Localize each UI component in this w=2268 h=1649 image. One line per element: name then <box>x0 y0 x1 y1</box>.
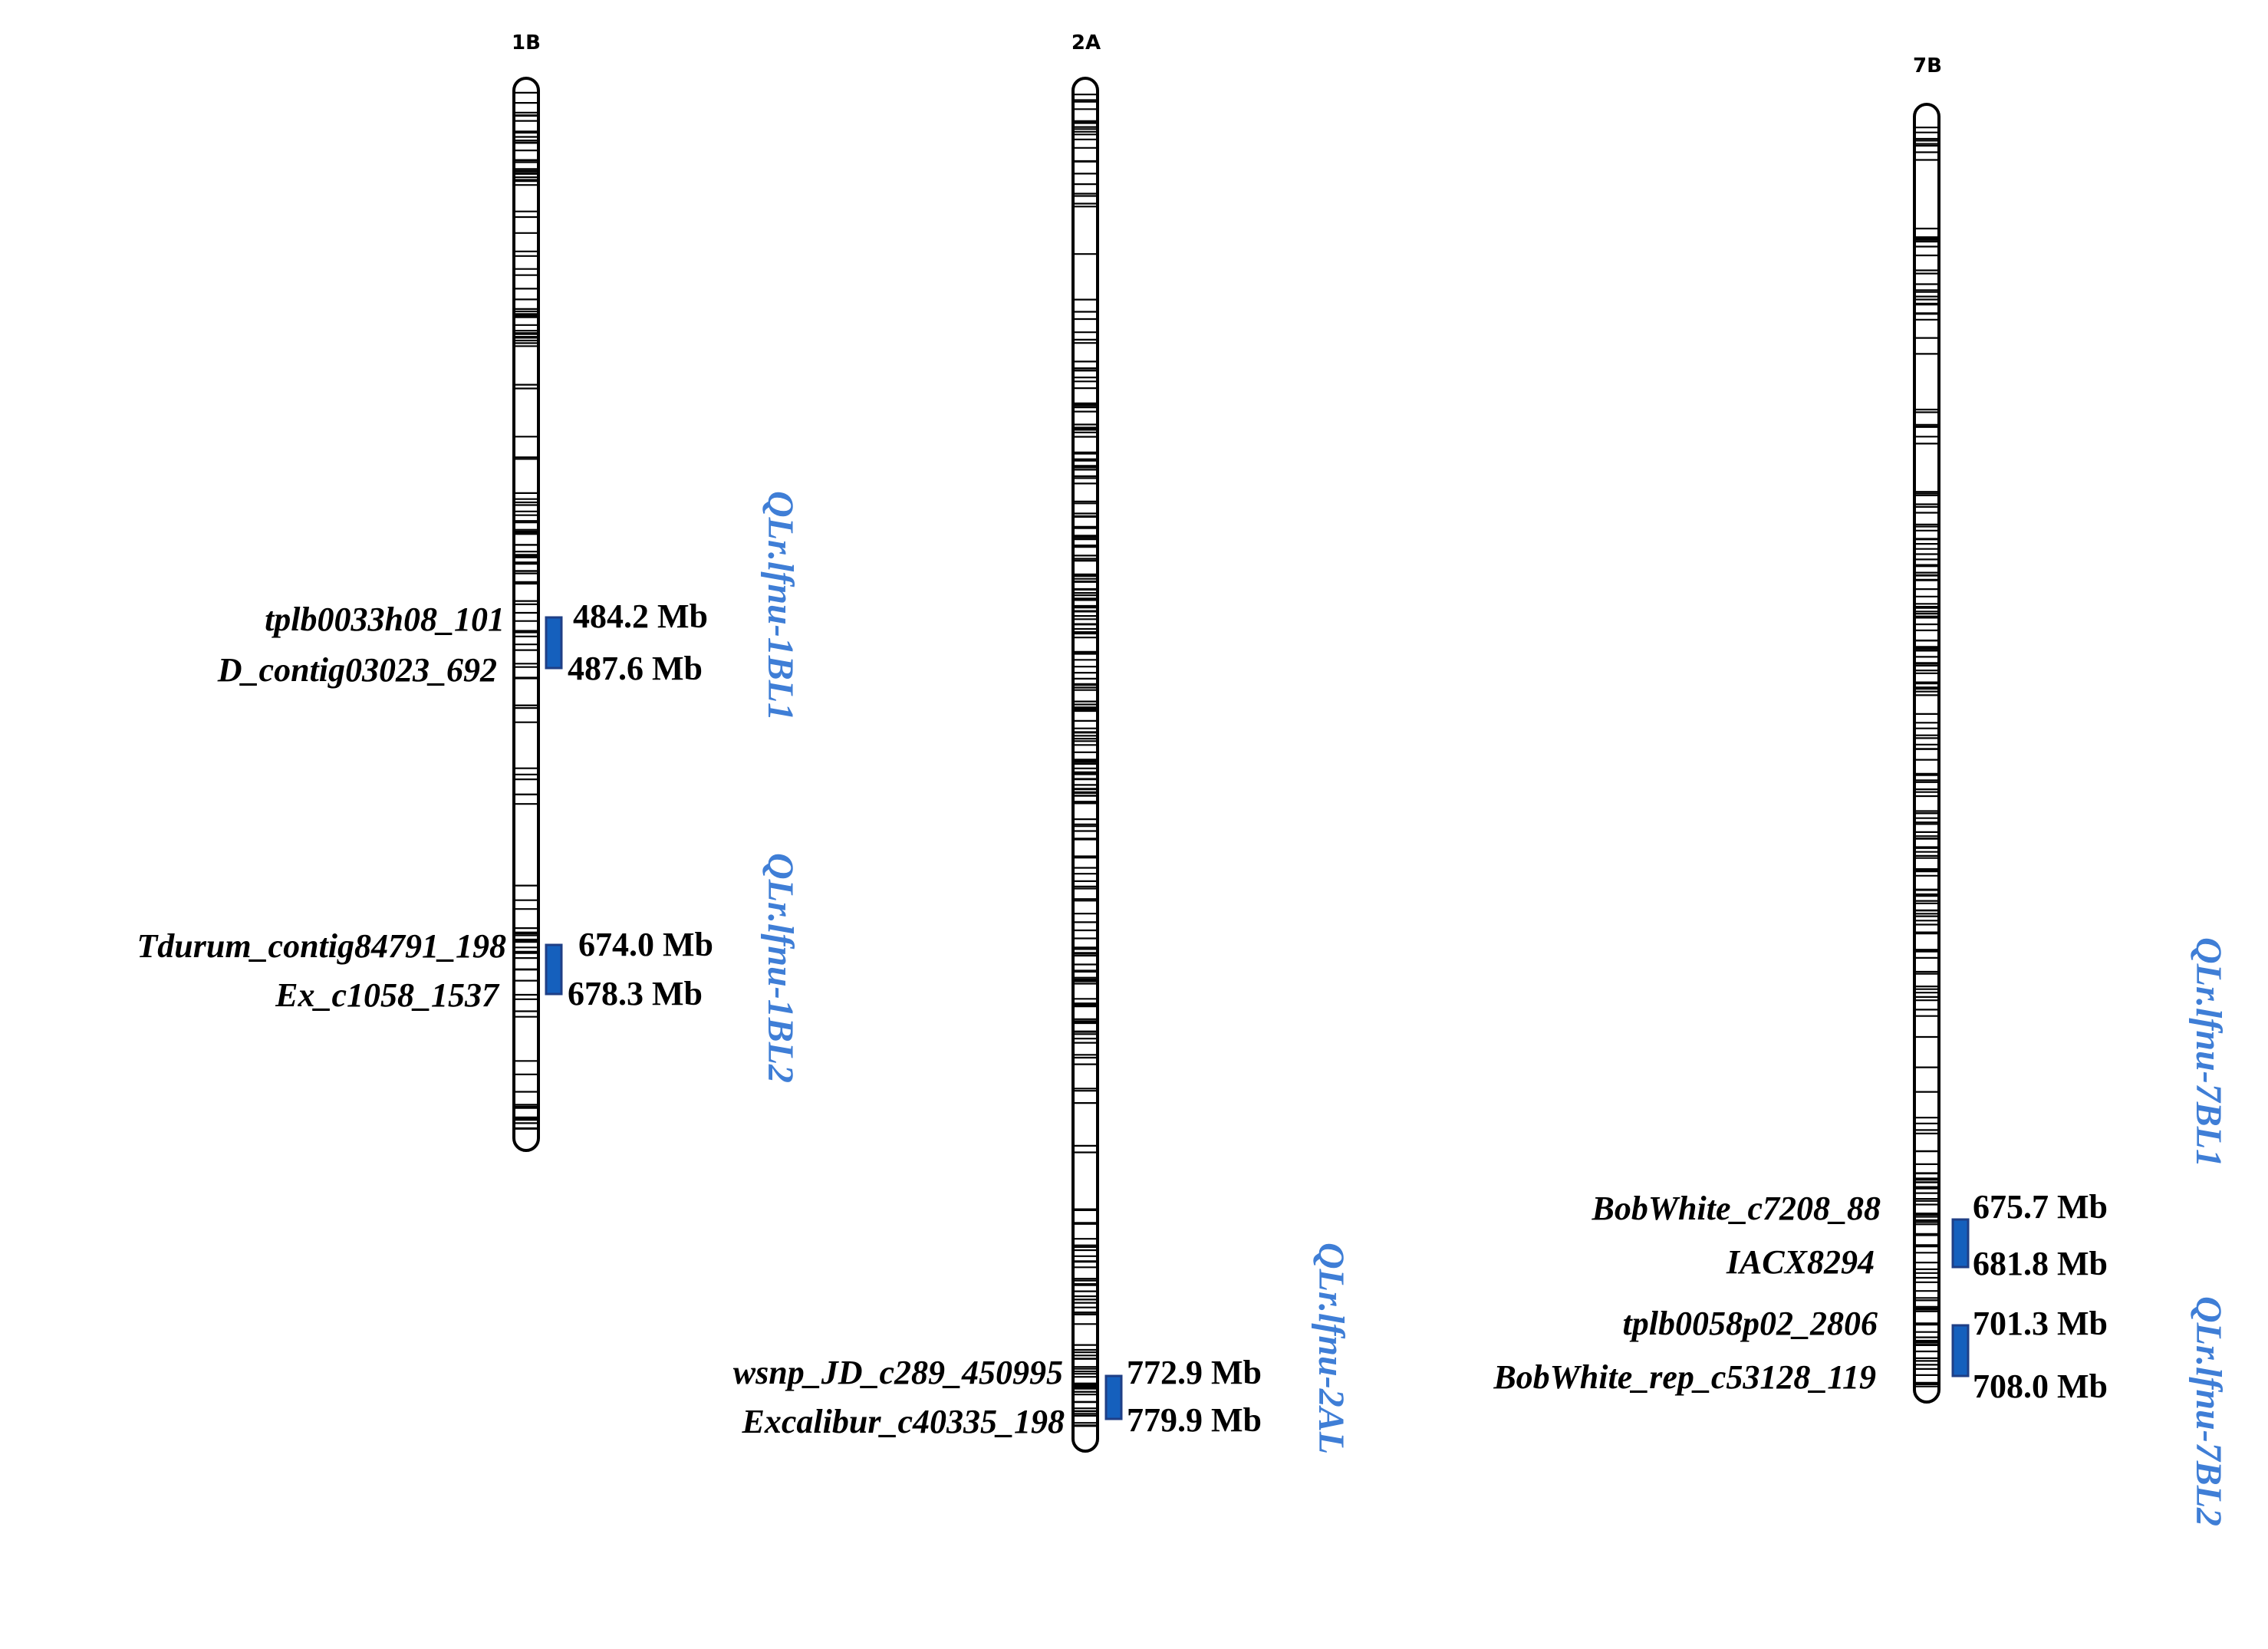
qtl-interval-box <box>545 943 563 996</box>
chromosome-7b: 7B BobWhite_c7208_88 IACX8294 675.7 Mb 6… <box>1493 54 2229 1526</box>
marker-position: 779.9 Mb <box>1127 1401 1262 1439</box>
chromosome-body-7b <box>1913 103 1940 1404</box>
marker-label: IACX8294 <box>1726 1243 1875 1281</box>
chromosome-body-1b <box>512 77 540 1152</box>
qtl-interval-box <box>1104 1374 1123 1420</box>
marker-position: 674.0 Mb <box>578 926 713 963</box>
marker-position: 675.7 Mb <box>1973 1188 2108 1226</box>
qtl-label: QLr.lfnu-1BL2 <box>760 853 801 1083</box>
chromosome-title-1b: 1B <box>512 31 541 54</box>
marker-label: D_contig03023_692 <box>217 651 497 689</box>
chromosome-1b: 1B tplb0033h08_101 D_contig03023_692 484… <box>137 31 801 1152</box>
marker-label: wsnp_JD_c289_450995 <box>733 1354 1063 1391</box>
qtl-interval-box <box>545 616 563 670</box>
marker-position: 681.8 Mb <box>1973 1245 2108 1282</box>
marker-position: 772.9 Mb <box>1127 1354 1262 1391</box>
qtl-label: QLr.lfnu-2AL <box>1311 1243 1351 1454</box>
marker-position: 678.3 Mb <box>568 975 703 1012</box>
chromosome-title-7b: 7B <box>1913 54 1942 77</box>
qtl-label: QLr.lfnu-7BL2 <box>2188 1296 2229 1526</box>
qtl-interval-box <box>1951 1218 1970 1269</box>
qtl-label: QLr.lfnu-7BL1 <box>2188 937 2229 1167</box>
marker-label: Excalibur_c40335_198 <box>742 1403 1065 1440</box>
band-group-7b <box>1916 127 1937 1387</box>
marker-label: BobWhite_rep_c53128_119 <box>1493 1358 1876 1396</box>
marker-label: tplb0058p02_2806 <box>1623 1305 1878 1342</box>
marker-position: 487.6 Mb <box>568 650 703 687</box>
qtl-label: QLr.lfnu-1BL1 <box>760 491 801 721</box>
marker-label: Ex_c1058_1537 <box>275 976 500 1014</box>
marker-label: BobWhite_c7208_88 <box>1592 1190 1881 1227</box>
chromosome-2a: 2A wsnp_JD_c289_450995 Excalibur_c40335_… <box>733 31 1351 1454</box>
chromosome-title-2a: 2A <box>1071 31 1101 54</box>
marker-label: Tdurum_contig84791_198 <box>137 927 506 965</box>
qtl-interval-box <box>1951 1324 1970 1377</box>
marker-position: 708.0 Mb <box>1973 1368 2108 1405</box>
marker-label: tplb0033h08_101 <box>265 601 505 638</box>
marker-position: 701.3 Mb <box>1973 1305 2108 1342</box>
band-group-2a <box>1075 94 1096 1427</box>
band-group-1b <box>515 91 537 1130</box>
marker-position: 484.2 Mb <box>573 597 708 635</box>
